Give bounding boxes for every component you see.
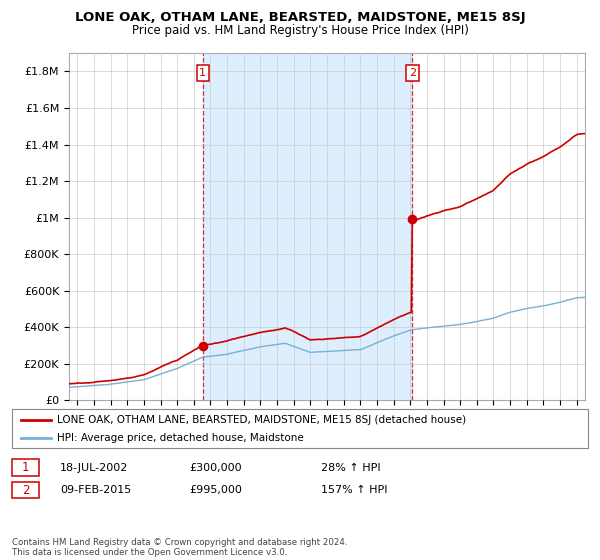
Text: 09-FEB-2015: 09-FEB-2015 — [60, 485, 131, 495]
Text: LONE OAK, OTHAM LANE, BEARSTED, MAIDSTONE, ME15 8SJ (detached house): LONE OAK, OTHAM LANE, BEARSTED, MAIDSTON… — [57, 415, 466, 425]
Text: LONE OAK, OTHAM LANE, BEARSTED, MAIDSTONE, ME15 8SJ: LONE OAK, OTHAM LANE, BEARSTED, MAIDSTON… — [74, 11, 526, 24]
Text: 2: 2 — [409, 68, 416, 78]
Text: £300,000: £300,000 — [189, 463, 242, 473]
Text: 2: 2 — [22, 483, 29, 497]
Text: 1: 1 — [22, 461, 29, 474]
Text: 18-JUL-2002: 18-JUL-2002 — [60, 463, 128, 473]
Text: 157% ↑ HPI: 157% ↑ HPI — [321, 485, 388, 495]
Bar — [203, 53, 412, 400]
Text: HPI: Average price, detached house, Maidstone: HPI: Average price, detached house, Maid… — [57, 433, 304, 443]
Text: 28% ↑ HPI: 28% ↑ HPI — [321, 463, 380, 473]
Text: Contains HM Land Registry data © Crown copyright and database right 2024.
This d: Contains HM Land Registry data © Crown c… — [12, 538, 347, 557]
Text: Price paid vs. HM Land Registry's House Price Index (HPI): Price paid vs. HM Land Registry's House … — [131, 24, 469, 36]
Text: £995,000: £995,000 — [189, 485, 242, 495]
Text: 1: 1 — [199, 68, 206, 78]
